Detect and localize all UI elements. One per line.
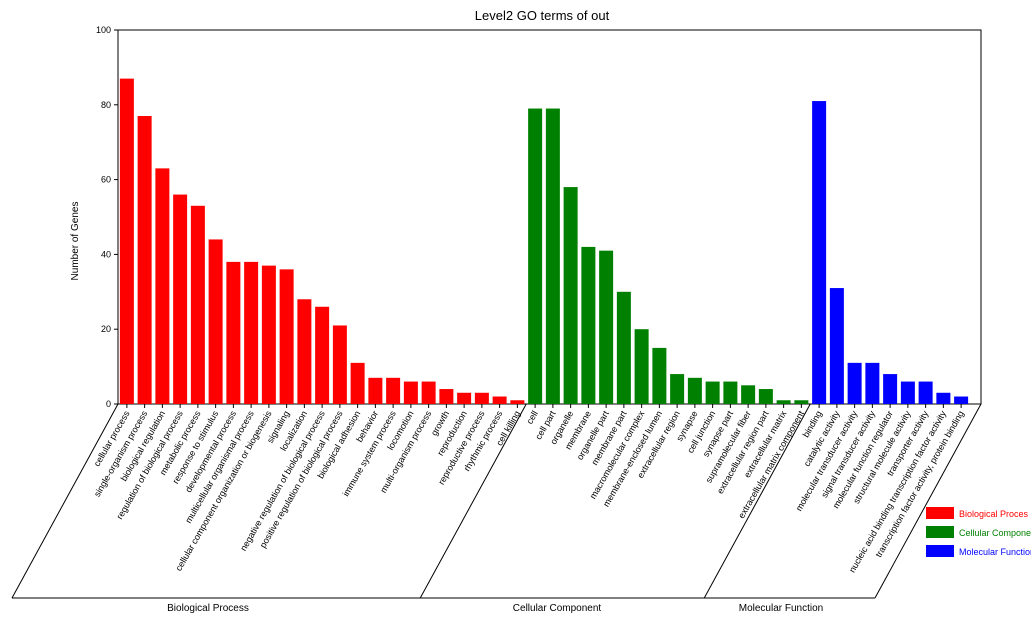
bar bbox=[741, 385, 756, 404]
group-label: Molecular Function bbox=[739, 603, 823, 614]
bar bbox=[670, 374, 685, 404]
bar bbox=[687, 377, 702, 404]
bar bbox=[137, 116, 152, 405]
bar bbox=[634, 329, 649, 404]
chart-title: Level2 GO terms of out bbox=[475, 8, 610, 23]
group-label: Biological Process bbox=[167, 603, 249, 614]
bar bbox=[936, 392, 951, 404]
y-tick-label: 40 bbox=[101, 249, 111, 259]
bar bbox=[368, 377, 383, 404]
bar bbox=[474, 392, 489, 404]
y-tick-label: 60 bbox=[101, 175, 111, 185]
bar bbox=[439, 389, 454, 404]
bar bbox=[510, 400, 525, 404]
bar bbox=[794, 400, 809, 404]
bar bbox=[900, 381, 915, 404]
group-label: Cellular Component bbox=[513, 603, 602, 614]
group-divider bbox=[419, 403, 527, 599]
bar bbox=[244, 261, 259, 404]
bar bbox=[403, 381, 418, 404]
bar bbox=[723, 381, 738, 404]
group-divider bbox=[874, 403, 982, 599]
legend-swatch bbox=[926, 545, 954, 557]
legend: Biological Proces Cellular Component Molec… bbox=[926, 507, 1031, 557]
bar bbox=[279, 269, 294, 404]
bar bbox=[208, 239, 223, 404]
y-tick-label: 20 bbox=[101, 324, 111, 334]
bar bbox=[297, 299, 312, 404]
bar bbox=[918, 381, 933, 404]
bar bbox=[528, 108, 543, 404]
bar bbox=[386, 377, 401, 404]
bar bbox=[581, 246, 596, 404]
x-tick-label: cell bbox=[524, 409, 539, 426]
bar bbox=[776, 400, 791, 404]
legend-swatch bbox=[926, 507, 954, 519]
bar bbox=[350, 362, 365, 404]
bar bbox=[599, 250, 614, 404]
x-tick-label: negative regulation of biological proces… bbox=[238, 409, 327, 553]
bar bbox=[652, 347, 667, 404]
bar bbox=[457, 392, 472, 404]
group-divider bbox=[703, 403, 811, 599]
group-divider bbox=[11, 403, 119, 599]
bar bbox=[226, 261, 241, 404]
bar bbox=[315, 306, 330, 404]
y-tick-label: 0 bbox=[106, 399, 111, 409]
bar bbox=[883, 374, 898, 404]
legend-label: Biological Proces bbox=[959, 509, 1029, 519]
legend-swatch bbox=[926, 526, 954, 538]
legend-label: Cellular Component bbox=[959, 528, 1031, 538]
bar bbox=[190, 205, 205, 404]
bar bbox=[829, 288, 844, 404]
bar bbox=[847, 362, 862, 404]
bar bbox=[492, 396, 507, 404]
y-tick-label: 80 bbox=[101, 100, 111, 110]
bar bbox=[563, 187, 578, 404]
bar bbox=[155, 168, 170, 404]
bar bbox=[812, 101, 827, 404]
bar bbox=[173, 194, 188, 404]
y-axis-label: Number of Genes bbox=[70, 202, 81, 281]
y-tick-label: 100 bbox=[96, 25, 111, 35]
bar bbox=[616, 291, 631, 404]
bar bbox=[865, 362, 880, 404]
bar bbox=[705, 381, 720, 404]
legend-label: Molecular Function bbox=[959, 547, 1031, 557]
bar bbox=[421, 381, 436, 404]
bar bbox=[261, 265, 276, 404]
bar bbox=[954, 396, 969, 404]
bar bbox=[119, 78, 134, 405]
bar bbox=[332, 325, 347, 404]
bar bbox=[545, 108, 560, 404]
bar bbox=[758, 389, 773, 404]
